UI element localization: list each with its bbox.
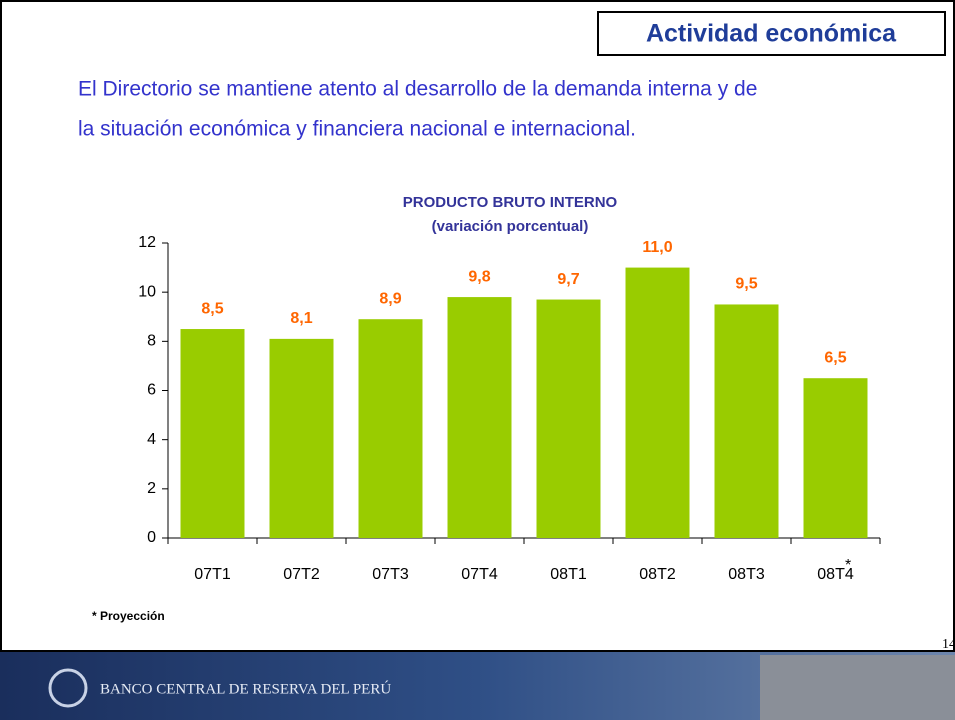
chart-title: PRODUCTO BRUTO INTERNO — [403, 194, 618, 211]
heading: Actividad económica — [646, 20, 897, 48]
value-label: 9,8 — [468, 268, 490, 285]
value-label: 9,7 — [557, 271, 579, 288]
footnote: * Proyección — [92, 609, 165, 623]
x-tick-label: 07T3 — [372, 566, 409, 583]
heading-box — [597, 11, 946, 56]
x-tick-label: 08T4 — [817, 566, 854, 583]
value-label: 8,1 — [290, 310, 312, 327]
value-label: 8,9 — [379, 290, 401, 307]
x-tick-label: 08T1 — [550, 566, 587, 583]
bar — [180, 329, 245, 538]
y-tick-label: 12 — [138, 234, 156, 251]
y-tick-label: 10 — [138, 283, 156, 300]
y-tick-label: 6 — [147, 382, 156, 399]
footer-photo — [760, 655, 955, 720]
body-line: El Directorio se mantiene atento al desa… — [78, 78, 757, 101]
value-label: 9,5 — [735, 276, 757, 293]
bar — [803, 378, 868, 538]
footer-text: BANCO CENTRAL DE RESERVA DEL PERÚ — [100, 680, 391, 697]
y-tick-label: 0 — [147, 529, 156, 546]
x-tick-label: 08T2 — [639, 566, 676, 583]
chart-subtitle: (variación porcentual) — [432, 218, 589, 235]
y-tick-label: 4 — [147, 431, 156, 448]
value-label: 6,5 — [824, 349, 846, 366]
bar — [714, 304, 779, 538]
value-label: 8,5 — [201, 300, 223, 317]
annotation: * — [845, 557, 851, 574]
bar — [269, 338, 334, 538]
y-tick-label: 2 — [147, 480, 156, 497]
x-tick-label: 07T4 — [461, 566, 498, 583]
x-tick-label: 07T1 — [194, 566, 231, 583]
y-tick-label: 8 — [147, 333, 156, 350]
x-tick-label: 08T3 — [728, 566, 765, 583]
bar — [536, 299, 601, 538]
footer-logo — [48, 668, 88, 708]
bar — [358, 319, 423, 538]
bar — [447, 297, 512, 538]
value-label: 11,0 — [642, 239, 672, 256]
x-tick-label: 07T2 — [283, 566, 320, 583]
page-number: 14 — [942, 637, 955, 652]
body-line: la situación económica y financiera naci… — [78, 118, 636, 141]
bar — [625, 267, 690, 538]
